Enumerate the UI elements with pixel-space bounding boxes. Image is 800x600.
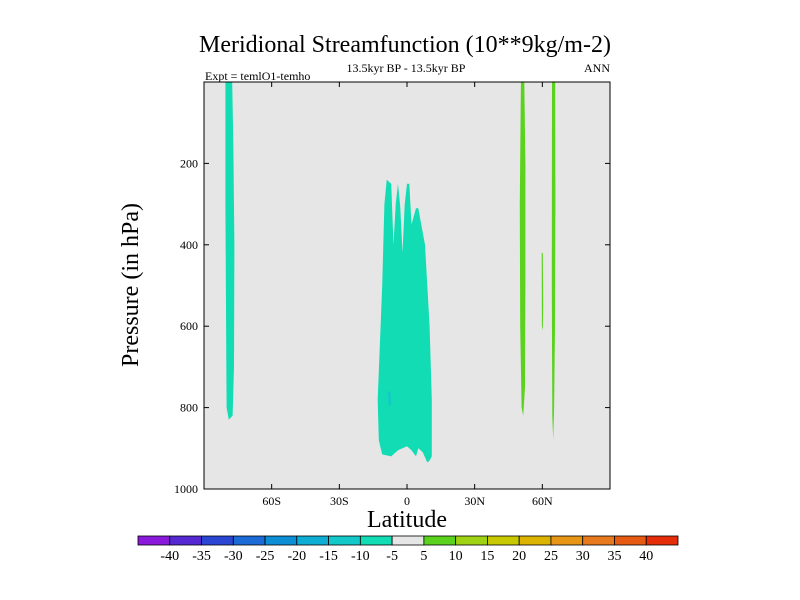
y-axis-label: Pressure (in hPa) — [118, 203, 144, 367]
colorbar-swatch — [391, 535, 425, 546]
chart-subtitle-center: 13.5kyr BP - 13.5kyr BP — [347, 61, 466, 75]
colorbar-label: -20 — [287, 549, 306, 564]
x-tick-label: 60S — [262, 494, 281, 508]
y-tick-label: 800 — [180, 401, 198, 415]
colorbar-label: -5 — [386, 549, 398, 564]
colorbar-swatch — [328, 535, 361, 546]
y-tick-label: 400 — [180, 238, 198, 252]
colorbar-swatch — [296, 535, 329, 546]
colorbar-label: -15 — [319, 549, 338, 564]
colorbar-swatch — [137, 535, 171, 546]
colorbar-label: 10 — [449, 549, 463, 564]
colorbar-label: 35 — [607, 549, 621, 564]
region-northern-cell-b — [551, 82, 556, 441]
colorbar-label: -35 — [192, 549, 211, 564]
y-axis: 200 400 600 800 1000 — [174, 156, 610, 496]
y-tick-label: 200 — [180, 156, 198, 170]
y-tick-label: 1000 — [174, 482, 198, 496]
colorbar-swatch — [455, 535, 488, 546]
x-axis: 60S 30S 0 30N 60N — [262, 82, 553, 508]
colorbar-label: -30 — [224, 549, 243, 564]
colorbar-swatch — [582, 535, 615, 546]
colorbar-swatch — [550, 535, 584, 546]
y-tick-label: 600 — [180, 319, 198, 333]
chart-subtitle-right: ANN — [584, 61, 610, 75]
colorbar: -40 -35 -30 -25 -20 -15 -10 -5 5 10 15 20 25 30 35 40 — [137, 535, 679, 564]
colorbar-label: 20 — [512, 549, 526, 564]
colorbar-label: 30 — [576, 549, 590, 564]
x-tick-label: 30N — [464, 494, 485, 508]
region-southern-high-lat-cell — [225, 82, 235, 420]
colorbar-swatch — [645, 535, 679, 546]
colorbar-label: 25 — [544, 549, 558, 564]
colorbar-swatch — [487, 535, 520, 546]
region-northern-cell-a — [519, 82, 526, 416]
x-tick-label: 60N — [532, 494, 553, 508]
colorbar-swatch — [201, 535, 234, 546]
region-tropical-cell — [377, 179, 432, 463]
chart-title: Meridional Streamfunction (10**9kg/m-2) — [199, 32, 611, 58]
colorbar-label: 5 — [420, 549, 427, 564]
colorbar-label: -40 — [160, 549, 179, 564]
colorbar-label: -10 — [351, 549, 370, 564]
region-northern-cell-c — [541, 252, 544, 331]
colorbar-swatch — [359, 535, 393, 546]
colorbar-label: 15 — [480, 549, 494, 564]
x-tick-label: 30S — [330, 494, 349, 508]
colorbar-swatch — [169, 535, 202, 546]
colorbar-swatch — [232, 535, 266, 546]
region-tropical-cell-core — [387, 391, 392, 408]
colorbar-swatch — [264, 535, 298, 546]
colorbar-label: -25 — [256, 549, 275, 564]
x-tick-label: 0 — [404, 494, 410, 508]
x-axis-label: Latitude — [367, 507, 447, 533]
colorbar-swatch — [518, 535, 552, 546]
chart-subtitle-left: Expt = temlO1-temho — [205, 69, 310, 83]
colorbar-label: 40 — [639, 549, 653, 564]
colorbar-swatch — [614, 535, 647, 546]
colorbar-swatch — [423, 535, 457, 546]
contour-regions — [225, 82, 556, 463]
